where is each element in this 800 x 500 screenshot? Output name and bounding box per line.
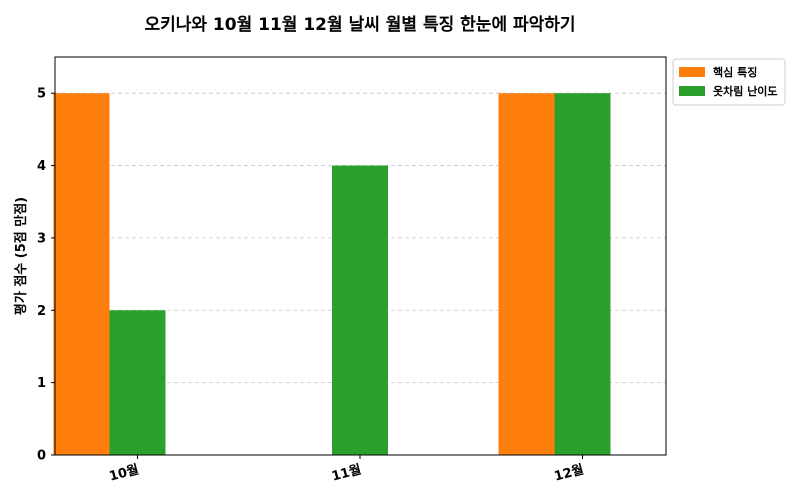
legend-label: 핵심 특징: [713, 65, 757, 79]
x-axis-ticks: 10월 11월 12월: [107, 455, 586, 485]
bar-2-11월: [332, 165, 388, 455]
bar-2-10월: [109, 310, 166, 455]
bars: [53, 93, 611, 455]
y-tick-label: 1: [37, 376, 46, 391]
x-tick-label: 10월: [107, 461, 140, 484]
bar-1-10월: [53, 93, 110, 455]
x-tick-label: 12월: [552, 461, 585, 484]
chart-title: 오키나와 10월 11월 12월 날씨 월별 특징 한눈에 파악하기: [144, 15, 576, 35]
x-tick-label: 11월: [330, 461, 363, 484]
y-axis-label: 평가 점수 (5점 만점): [13, 197, 29, 315]
y-tick-label: 4: [37, 159, 46, 174]
y-tick-label: 5: [37, 87, 46, 102]
y-tick-label: 2: [37, 304, 46, 319]
y-tick-label: 3: [37, 231, 46, 246]
y-tick-label: 0: [37, 449, 46, 464]
bar-2-12월: [554, 93, 611, 455]
legend-swatch: [679, 67, 705, 77]
legend-swatch: [679, 86, 705, 96]
bar-1-12월: [498, 93, 555, 455]
y-axis-ticks: 0 1 2 3 4 5: [37, 87, 55, 464]
legend-label: 옷차림 난이도: [713, 84, 778, 98]
